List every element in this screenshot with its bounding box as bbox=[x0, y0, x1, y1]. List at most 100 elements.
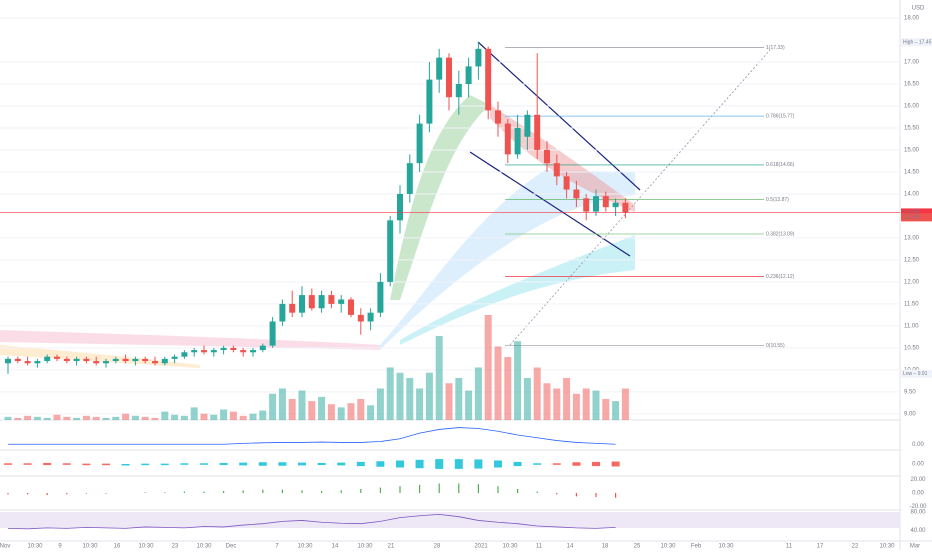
momentum-block bbox=[356, 461, 365, 467]
volume-bar bbox=[386, 367, 394, 420]
candle-body bbox=[112, 358, 119, 362]
y-tick-label: 14.50 bbox=[904, 170, 920, 176]
candle-body bbox=[377, 281, 384, 313]
momentum-block bbox=[474, 459, 483, 469]
x-tick-label: 23 bbox=[172, 544, 179, 550]
price-tag bbox=[901, 208, 932, 217]
volume-bar bbox=[190, 407, 198, 420]
momentum-block bbox=[23, 463, 32, 465]
candle-body bbox=[201, 350, 207, 353]
x-tick-label: 14 bbox=[567, 544, 574, 550]
volume-bar bbox=[621, 388, 629, 420]
pane-tick-label: -20.00 bbox=[909, 504, 927, 510]
pane-tick-label: 0.00 bbox=[912, 462, 924, 468]
momentum-block bbox=[415, 459, 424, 469]
candle-body bbox=[318, 295, 325, 309]
volume-bar bbox=[484, 315, 492, 420]
volume-bar bbox=[33, 416, 41, 420]
candle-body bbox=[122, 358, 129, 362]
momentum-block bbox=[219, 462, 228, 466]
candle-body bbox=[259, 345, 266, 351]
x-tick-label: 17 bbox=[817, 544, 824, 550]
volume-bar bbox=[396, 372, 404, 420]
candle-body bbox=[152, 361, 158, 364]
candle-body bbox=[54, 356, 60, 359]
y-tick-label: 15.00 bbox=[904, 148, 920, 154]
volume-bar bbox=[308, 401, 316, 420]
x-tick-label: Mar bbox=[910, 544, 920, 550]
momentum-block bbox=[62, 463, 71, 465]
candle-body bbox=[34, 361, 41, 364]
momentum-block bbox=[494, 460, 502, 468]
x-tick-label: 10:30 bbox=[27, 544, 43, 550]
ribbon bbox=[390, 95, 490, 300]
x-tick-label: 10:30 bbox=[82, 544, 98, 550]
volume-bar bbox=[200, 413, 208, 420]
volume-bar bbox=[553, 388, 561, 420]
candle-body bbox=[93, 361, 100, 364]
volume-bar bbox=[102, 417, 110, 420]
volume-bar bbox=[474, 367, 482, 420]
volume-bar bbox=[131, 415, 139, 420]
volume-bar bbox=[445, 383, 453, 420]
momentum-block bbox=[552, 463, 561, 465]
candle-body bbox=[563, 176, 570, 190]
momentum-block bbox=[180, 463, 189, 465]
oscillator-line bbox=[8, 427, 616, 445]
pane-tick-label: 40.00 bbox=[910, 528, 926, 534]
y-tick-label: 9.50 bbox=[904, 389, 916, 395]
volume-bar bbox=[318, 396, 326, 420]
momentum-block bbox=[258, 462, 267, 466]
candle-body bbox=[250, 350, 256, 353]
fib-label: 0.382(13.09) bbox=[766, 231, 795, 237]
candle-body bbox=[210, 350, 217, 353]
candle-body bbox=[465, 66, 472, 84]
volume-bar bbox=[14, 417, 22, 420]
volume-bar bbox=[82, 415, 90, 420]
volume-bar bbox=[406, 378, 414, 420]
volume-bar bbox=[63, 416, 71, 420]
volume-bar bbox=[24, 415, 32, 420]
volume-bar bbox=[43, 417, 51, 420]
y-tick-label: 11.50 bbox=[904, 301, 919, 307]
candle-body bbox=[171, 356, 178, 359]
momentum-block bbox=[572, 462, 581, 466]
volume-bar bbox=[337, 407, 345, 420]
x-tick-label: 10:30 bbox=[297, 544, 313, 550]
volume-bar bbox=[249, 413, 257, 420]
ribbon bbox=[0, 345, 200, 368]
volume-bar bbox=[161, 411, 169, 420]
candle-body bbox=[181, 352, 188, 357]
y-tick-label: 15.50 bbox=[904, 126, 920, 132]
candle-body bbox=[161, 358, 168, 364]
low-label: Low – 9.91 bbox=[903, 371, 928, 377]
candle-body bbox=[534, 114, 541, 150]
volume-bar bbox=[612, 401, 620, 420]
volume-bar bbox=[112, 416, 120, 420]
x-tick-label: 10:30 bbox=[357, 544, 373, 550]
momentum-block bbox=[82, 463, 91, 466]
volume-bar bbox=[435, 336, 443, 420]
x-tick-label: 28 bbox=[434, 544, 441, 550]
pane-tick-label: 0.00 bbox=[912, 442, 924, 448]
price-tag bbox=[901, 213, 932, 222]
candle-body bbox=[132, 358, 139, 362]
volume-bar bbox=[572, 393, 580, 420]
volume-bar bbox=[582, 388, 590, 420]
momentum-block bbox=[337, 462, 346, 466]
candle-body bbox=[446, 57, 452, 98]
high-label: High – 17.45 bbox=[903, 40, 932, 46]
volume-bar bbox=[514, 341, 522, 420]
volume-bar bbox=[327, 404, 335, 420]
candle-body bbox=[583, 198, 590, 212]
candle-body bbox=[475, 48, 482, 67]
candle-body bbox=[593, 196, 599, 212]
candle-body bbox=[397, 193, 403, 221]
x-tick-label: 11 bbox=[786, 544, 793, 550]
volume-bar bbox=[465, 390, 473, 420]
volume-bar bbox=[259, 410, 267, 420]
x-tick-label: 14 bbox=[332, 544, 339, 550]
momentum-block bbox=[298, 462, 306, 466]
momentum-block bbox=[200, 463, 208, 465]
